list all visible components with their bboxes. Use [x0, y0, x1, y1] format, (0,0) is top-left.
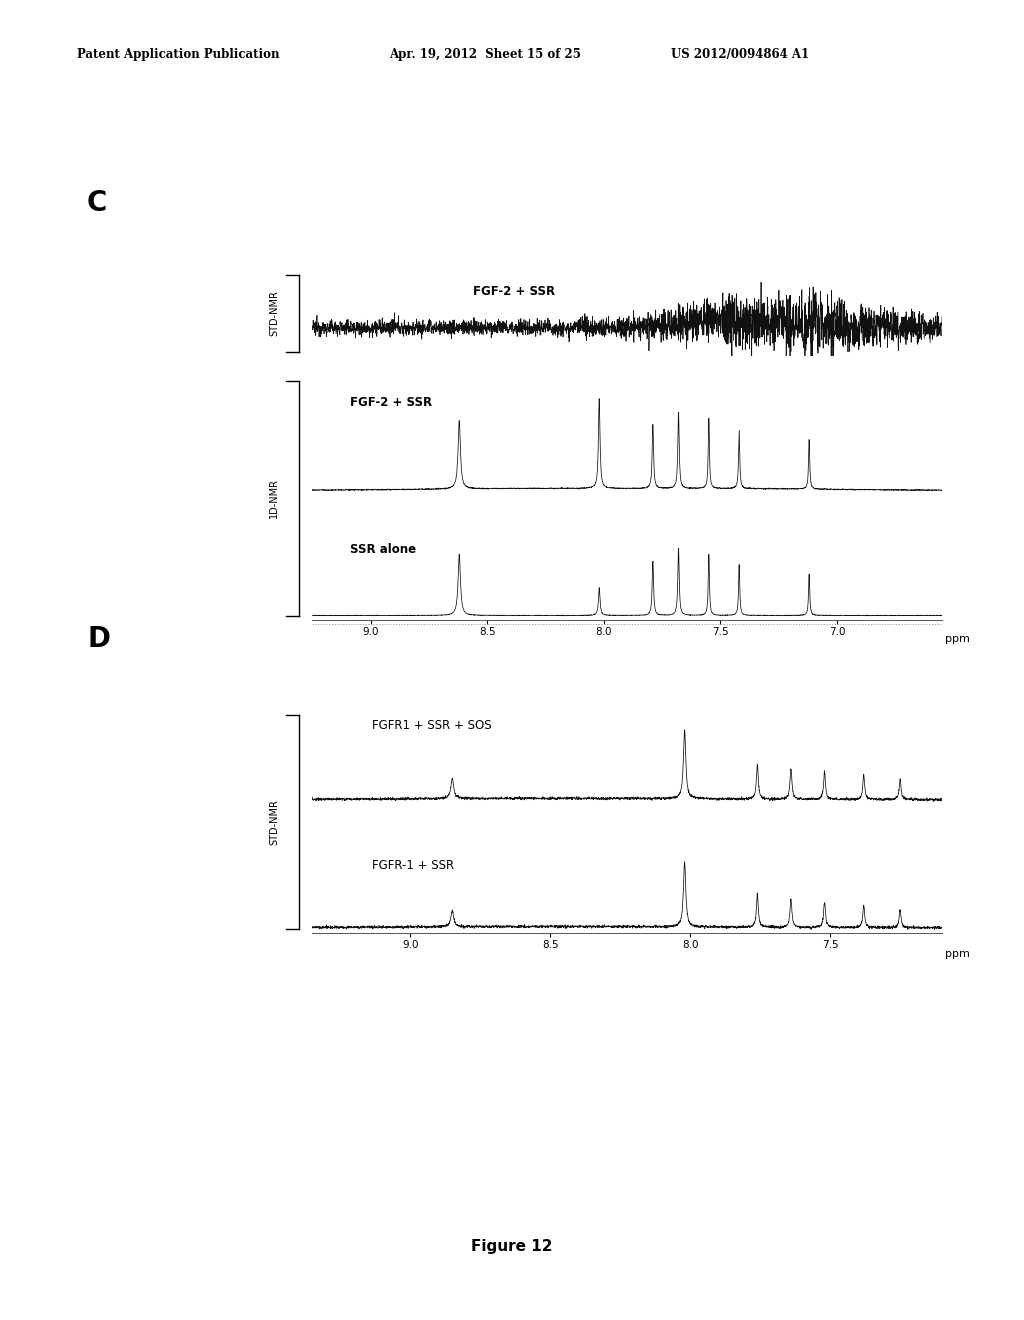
Text: FGF-2 + SSR: FGF-2 + SSR	[350, 396, 432, 409]
Text: FGFR1 + SSR + SOS: FGFR1 + SSR + SOS	[372, 719, 492, 733]
Text: SSR alone: SSR alone	[350, 543, 416, 556]
Text: STD-NMR: STD-NMR	[269, 290, 279, 337]
Text: Figure 12: Figure 12	[471, 1239, 553, 1254]
Text: FGFR-1 + SSR: FGFR-1 + SSR	[372, 858, 455, 871]
Text: Patent Application Publication: Patent Application Publication	[77, 48, 280, 61]
Text: C: C	[87, 189, 108, 218]
Text: D: D	[87, 624, 110, 653]
Text: 1D-NMR: 1D-NMR	[269, 478, 279, 519]
Text: ppm: ppm	[945, 949, 970, 960]
Text: ppm: ppm	[945, 634, 970, 644]
Text: Apr. 19, 2012  Sheet 15 of 25: Apr. 19, 2012 Sheet 15 of 25	[389, 48, 581, 61]
Text: STD-NMR: STD-NMR	[269, 799, 279, 845]
Text: US 2012/0094864 A1: US 2012/0094864 A1	[671, 48, 809, 61]
Text: FGF-2 + SSR: FGF-2 + SSR	[473, 285, 555, 297]
